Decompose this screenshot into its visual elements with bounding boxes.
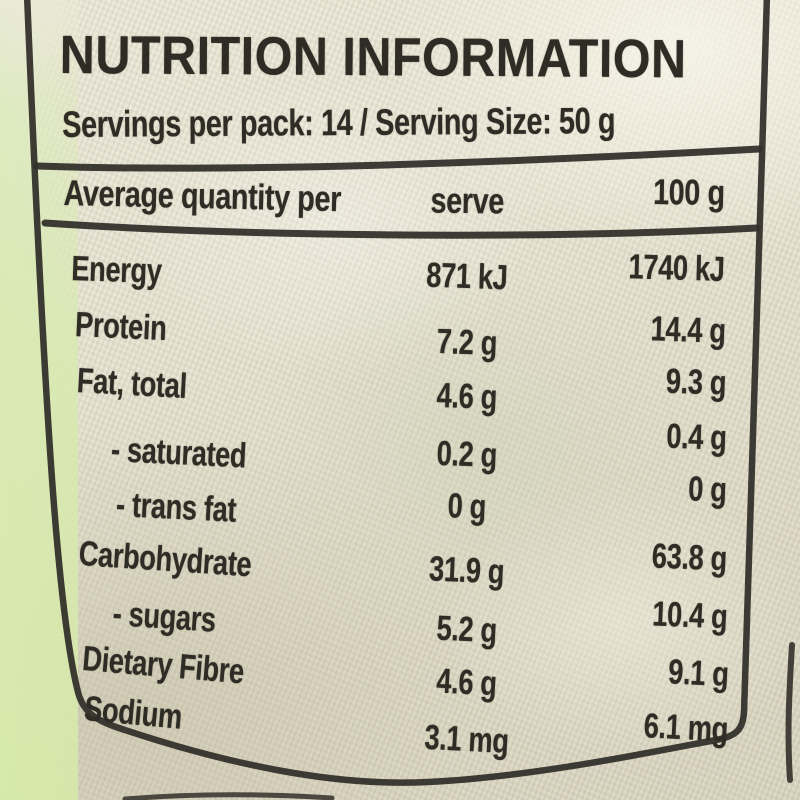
row-saturated-serve-value: 0.2 g bbox=[435, 433, 498, 476]
row-sugars-serve-value: 5.2 g bbox=[435, 608, 498, 651]
row-energy-label: Energy bbox=[70, 249, 163, 292]
divider-header bbox=[41, 219, 761, 239]
row-protein-100g-value: 14.4 g bbox=[650, 309, 727, 351]
row-dietary-fibre-100g-value: 9.1 g bbox=[667, 652, 730, 695]
row-fat-total-100g-value: 9.3 g bbox=[665, 361, 727, 403]
divider-servings bbox=[33, 145, 763, 172]
row-fat-total-serve-value: 4.6 g bbox=[435, 375, 498, 418]
row-carbohydrate-100g-value: 63.8 g bbox=[651, 536, 728, 579]
row-saturated-label: - saturated bbox=[110, 430, 248, 476]
panel-title: NUTRITION INFORMATION bbox=[59, 25, 687, 90]
row-fat-total-label: Fat, total bbox=[75, 361, 188, 407]
row-sodium-100g-value: 6.1 mg bbox=[642, 706, 729, 750]
row-energy-serve-value: 871 kJ bbox=[425, 255, 509, 298]
row-trans-fat-serve-value: 0 g bbox=[446, 486, 487, 527]
row-trans-fat-100g-value: 0 g bbox=[687, 469, 728, 510]
next-panel-top-line bbox=[122, 792, 335, 800]
row-protein-serve-value: 7.2 g bbox=[436, 321, 498, 364]
row-trans-fat-label: - trans fat bbox=[115, 485, 238, 530]
right-package-fold-line bbox=[785, 642, 795, 783]
row-saturated-100g-value: 0.4 g bbox=[665, 416, 728, 458]
servings-info: Servings per pack: 14 / Serving Size: 50… bbox=[61, 100, 616, 145]
column-header-serve: serve bbox=[430, 179, 505, 222]
row-sodium-serve-value: 3.1 mg bbox=[423, 717, 510, 762]
row-energy-100g-value: 1740 kJ bbox=[628, 247, 726, 289]
column-header-100g: 100 g bbox=[652, 170, 726, 213]
row-carbohydrate-serve-value: 31.9 g bbox=[428, 549, 506, 592]
row-protein-label: Protein bbox=[74, 305, 168, 349]
panel-outline bbox=[23, 0, 771, 786]
column-header-nutrient: Average quantity per bbox=[63, 172, 342, 220]
row-dietary-fibre-serve-value: 4.6 g bbox=[435, 661, 498, 704]
row-sugars-100g-value: 10.4 g bbox=[651, 594, 729, 637]
row-sugars-label: - sugars bbox=[111, 594, 217, 640]
row-sodium-label: Sodium bbox=[82, 689, 184, 737]
